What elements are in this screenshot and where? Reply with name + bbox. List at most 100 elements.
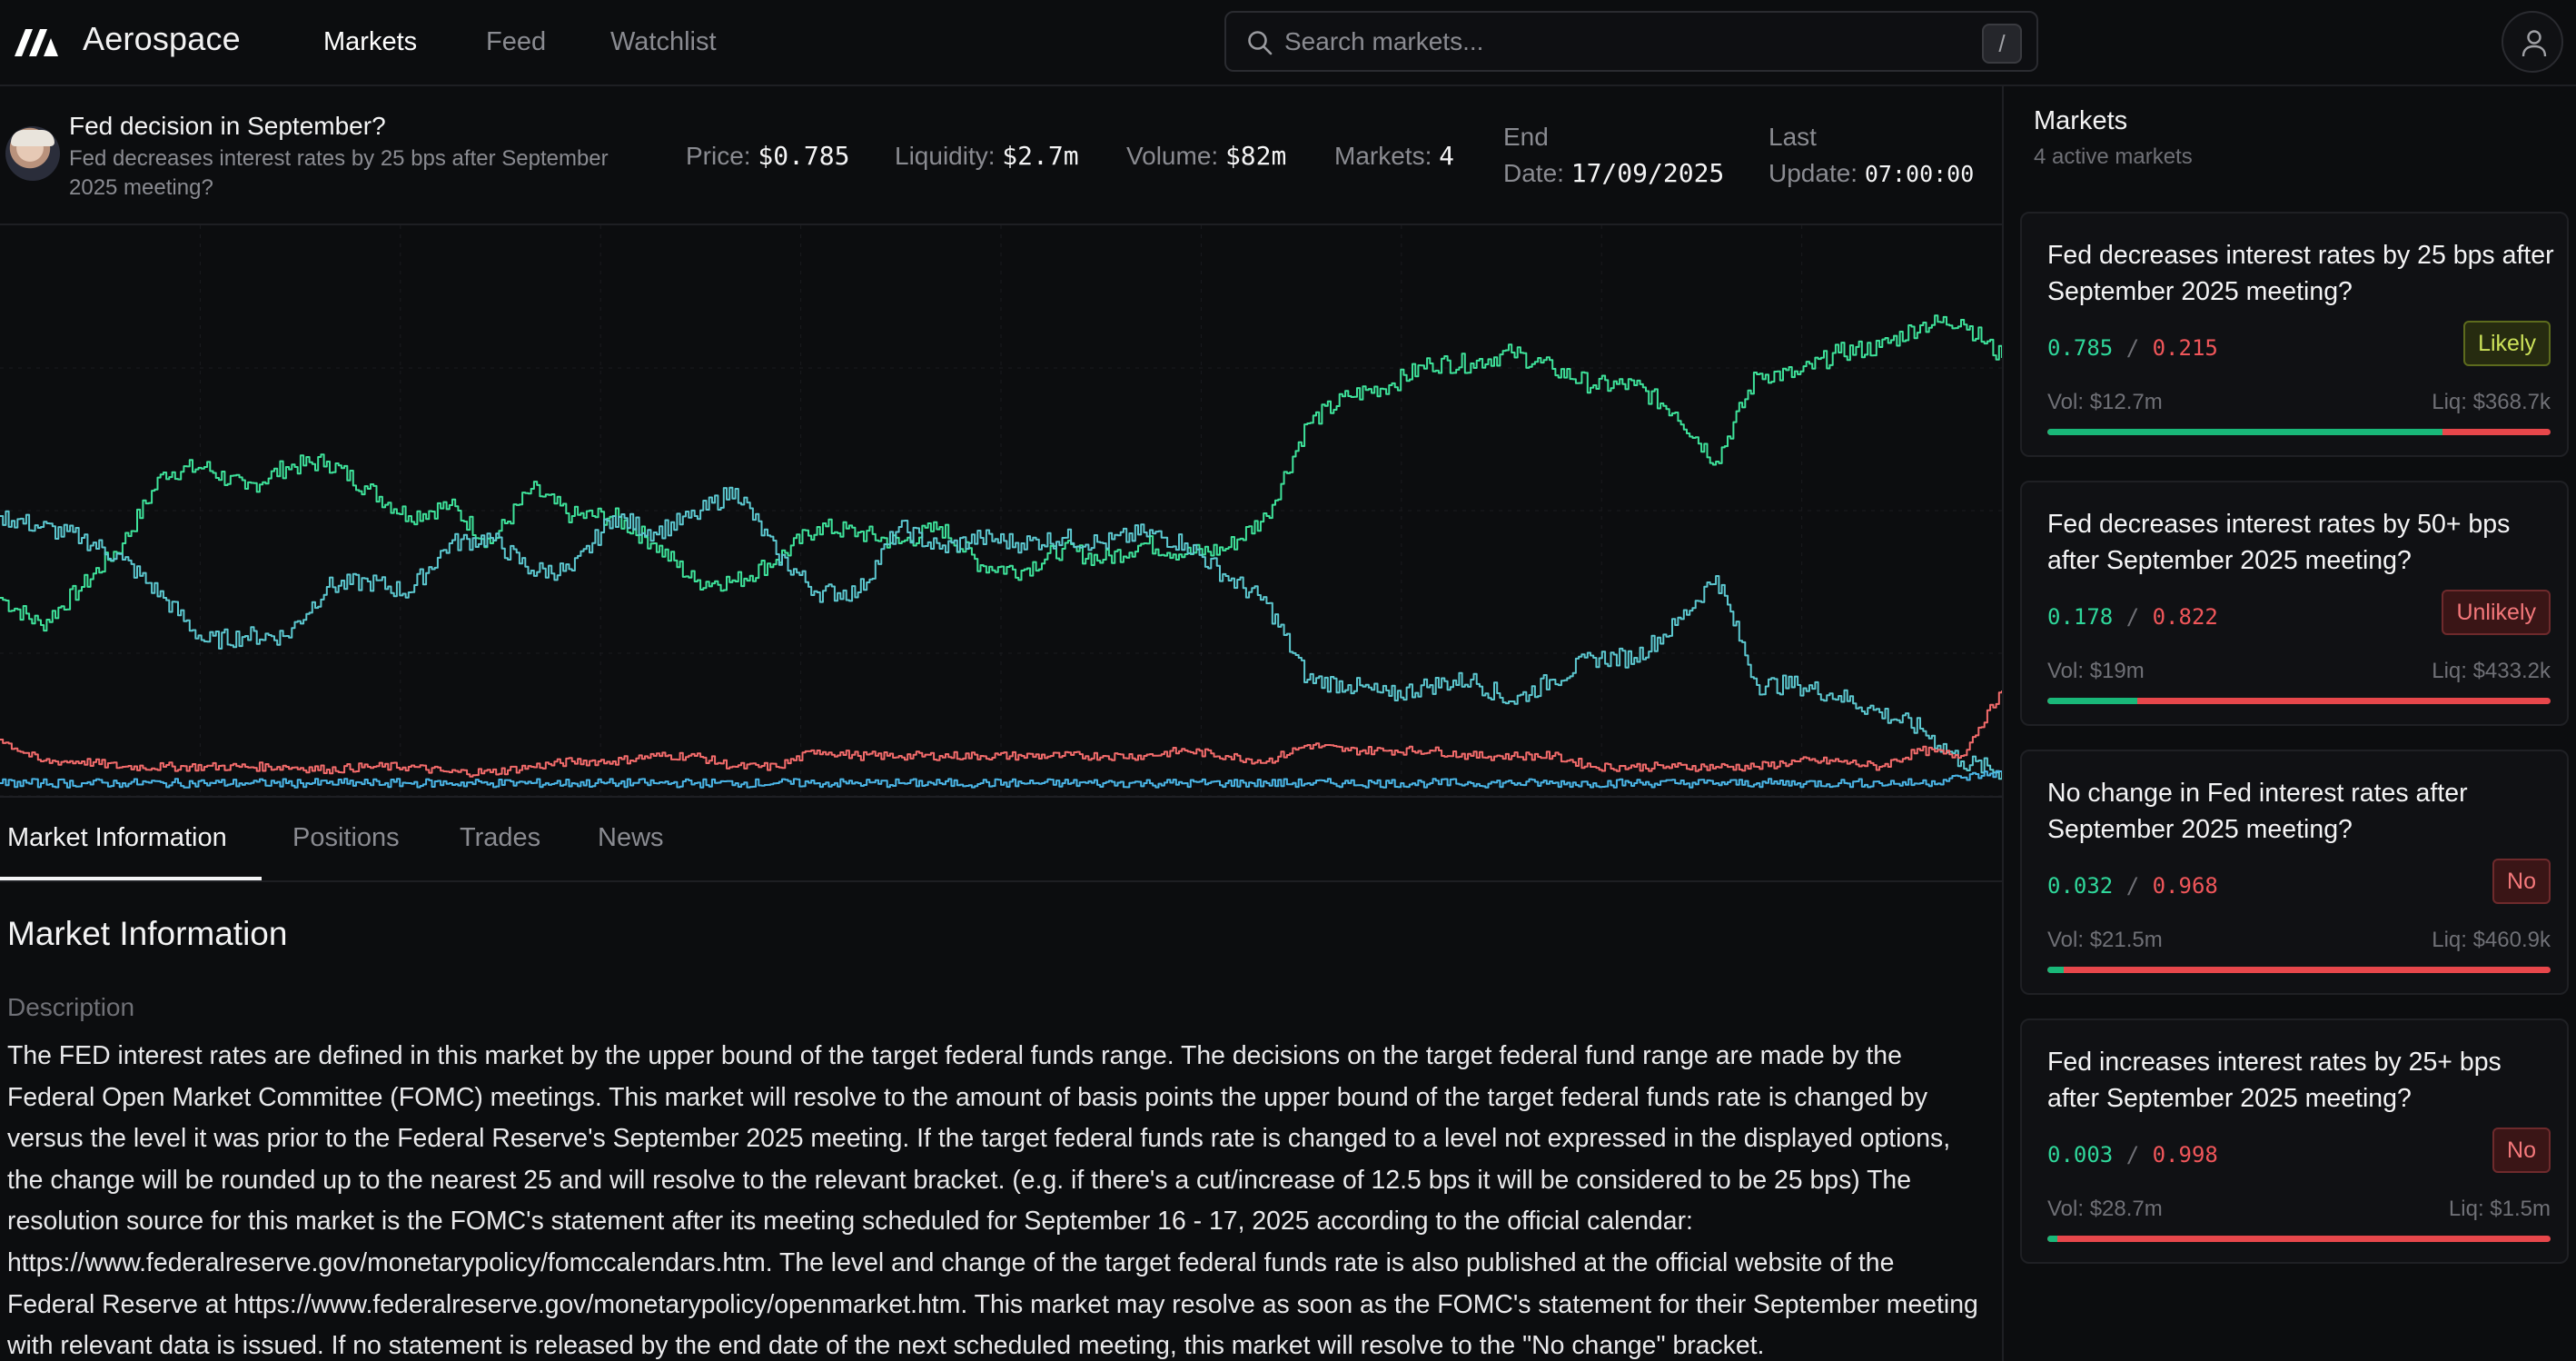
chart-svg bbox=[0, 225, 2002, 796]
market-card-liquidity: Liq: $368.7k bbox=[2432, 390, 2551, 414]
tab-positions[interactable]: Positions bbox=[292, 823, 400, 852]
chart-series-line-2 bbox=[0, 486, 2002, 780]
chart-series-line-1 bbox=[0, 314, 2002, 632]
price-separator: / bbox=[2125, 604, 2140, 630]
user-icon bbox=[2522, 30, 2547, 57]
market-card-prices: 0.003 / 0.998 bbox=[2047, 1142, 2218, 1167]
tab-trades[interactable]: Trades bbox=[460, 823, 541, 852]
volume-label: Volume: bbox=[1126, 142, 1219, 170]
price-history-chart[interactable] bbox=[0, 225, 2002, 798]
yes-price: 0.003 bbox=[2047, 1142, 2114, 1167]
brand-name[interactable]: Aerospace bbox=[83, 20, 241, 57]
market-card-volume: Vol: $21.5m bbox=[2047, 928, 2163, 952]
nav-feed[interactable]: Feed bbox=[486, 27, 547, 56]
probability-bar bbox=[2047, 1236, 2551, 1242]
likelihood-badge: Likely bbox=[2463, 321, 2551, 366]
sidebar-subtitle: 4 active markets bbox=[2034, 144, 2193, 169]
market-card-question: Fed increases interest rates by 25+ bps … bbox=[2047, 1048, 2502, 1113]
search-shortcut-key: / bbox=[1982, 24, 2022, 64]
yes-price: 0.785 bbox=[2047, 335, 2114, 361]
chart-grid bbox=[0, 225, 2002, 796]
likelihood-badge: No bbox=[2492, 859, 2551, 904]
market-header: Fed decision in September? Fed decreases… bbox=[0, 86, 2002, 225]
chart-series-line-4 bbox=[0, 770, 2002, 789]
price-label: Price: bbox=[686, 142, 751, 170]
market-card[interactable]: No change in Fed interest rates after Se… bbox=[2020, 750, 2569, 995]
no-price: 0.998 bbox=[2152, 1142, 2218, 1167]
market-avatar bbox=[5, 126, 60, 181]
markets-sidebar: Markets 4 active markets Fed decreases i… bbox=[2002, 86, 2576, 1361]
volume-stat: Volume: $82m bbox=[1126, 141, 1286, 171]
end-date-value: 17/09/2025 bbox=[1570, 158, 1725, 188]
price-value: $0.785 bbox=[758, 141, 850, 171]
last-update-stat: Last Update: 07:00:00 bbox=[1769, 119, 1974, 193]
market-subtitle: Fed decreases interest rates by 25 bps a… bbox=[69, 146, 609, 200]
last-update-label-line1: Last bbox=[1769, 123, 1817, 151]
market-card[interactable]: Fed decreases interest rates by 25 bps a… bbox=[2020, 212, 2569, 457]
market-card-question: Fed decreases interest rates by 50+ bps … bbox=[2047, 510, 2511, 575]
liquidity-label: Liquidity: bbox=[895, 142, 996, 170]
sidebar-title: Markets bbox=[2034, 106, 2128, 135]
market-card[interactable]: Fed decreases interest rates by 50+ bps … bbox=[2020, 481, 2569, 726]
market-card-volume: Vol: $19m bbox=[2047, 659, 2145, 683]
price-separator: / bbox=[2125, 335, 2140, 361]
active-tab-indicator bbox=[0, 877, 262, 880]
top-navigation-bar: Aerospace Markets Feed Watchlist / bbox=[0, 0, 2576, 86]
description-scroll-area[interactable]: The FED interest rates are defined in th… bbox=[0, 1031, 2002, 1361]
price-separator: / bbox=[2125, 1142, 2140, 1167]
tab-news[interactable]: News bbox=[598, 823, 664, 852]
end-date-label-line1: End bbox=[1503, 123, 1549, 151]
markets-count-label: Markets: bbox=[1334, 142, 1432, 170]
market-card-prices: 0.032 / 0.968 bbox=[2047, 873, 2218, 899]
volume-value: $82m bbox=[1224, 141, 1287, 171]
market-title: Fed decision in September? bbox=[69, 112, 386, 140]
nav-markets[interactable]: Markets bbox=[323, 27, 418, 56]
market-card-liquidity: Liq: $433.2k bbox=[2432, 659, 2551, 683]
likelihood-badge: Unlikely bbox=[2442, 590, 2551, 635]
no-price: 0.215 bbox=[2152, 335, 2218, 361]
section-heading: Market Information bbox=[7, 915, 288, 952]
tab-market-information[interactable]: Market Information bbox=[7, 823, 227, 852]
probability-bar-fill bbox=[2047, 1236, 2058, 1242]
price-separator: / bbox=[2125, 873, 2140, 899]
main-content: Fed decision in September? Fed decreases… bbox=[0, 86, 2002, 1361]
probability-bar-fill bbox=[2047, 698, 2137, 704]
end-date-label-line2: Date: bbox=[1503, 159, 1564, 187]
yes-price: 0.032 bbox=[2047, 873, 2114, 899]
yes-price: 0.178 bbox=[2047, 604, 2114, 630]
probability-bar-fill bbox=[2047, 967, 2064, 973]
end-date-stat: End Date: 17/09/2025 bbox=[1503, 119, 1724, 192]
market-tabs: Market Information Positions Trades News bbox=[0, 798, 2002, 882]
last-update-value: 07:00:00 bbox=[1864, 161, 1975, 187]
no-price: 0.968 bbox=[2152, 873, 2218, 899]
nav-watchlist[interactable]: Watchlist bbox=[610, 27, 717, 56]
description-text: The FED interest rates are defined in th… bbox=[7, 1041, 1978, 1361]
market-card-volume: Vol: $28.7m bbox=[2047, 1197, 2163, 1221]
probability-bar bbox=[2047, 967, 2551, 973]
price-stat: Price: $0.785 bbox=[686, 141, 850, 171]
market-card-question: Fed decreases interest rates by 25 bps a… bbox=[2047, 241, 2554, 306]
aerospace-logo-icon[interactable] bbox=[13, 25, 60, 58]
market-card-question: No change in Fed interest rates after Se… bbox=[2047, 779, 2468, 844]
probability-bar bbox=[2047, 698, 2551, 704]
no-price: 0.822 bbox=[2152, 604, 2218, 630]
probability-bar-fill bbox=[2047, 429, 2442, 435]
chart-series-line-3 bbox=[0, 690, 2002, 778]
market-card-volume: Vol: $12.7m bbox=[2047, 390, 2163, 414]
search-input[interactable] bbox=[1284, 22, 1957, 62]
markets-count-value: 4 bbox=[1439, 141, 1454, 171]
search-icon bbox=[1248, 31, 1273, 55]
description-label: Description bbox=[7, 993, 135, 1021]
market-card-liquidity: Liq: $460.9k bbox=[2432, 928, 2551, 952]
markets-count-stat: Markets: 4 bbox=[1334, 141, 1454, 171]
market-card[interactable]: Fed increases interest rates by 25+ bps … bbox=[2020, 1018, 2569, 1264]
likelihood-badge: No bbox=[2492, 1128, 2551, 1173]
market-card-prices: 0.178 / 0.822 bbox=[2047, 604, 2218, 630]
liquidity-stat: Liquidity: $2.7m bbox=[895, 141, 1079, 171]
user-account-button[interactable] bbox=[2502, 11, 2563, 73]
liquidity-value: $2.7m bbox=[1002, 141, 1079, 171]
probability-bar bbox=[2047, 429, 2551, 435]
market-card-liquidity: Liq: $1.5m bbox=[2448, 1197, 2551, 1221]
search-bar[interactable]: / bbox=[1224, 11, 2038, 72]
market-card-prices: 0.785 / 0.215 bbox=[2047, 335, 2218, 361]
